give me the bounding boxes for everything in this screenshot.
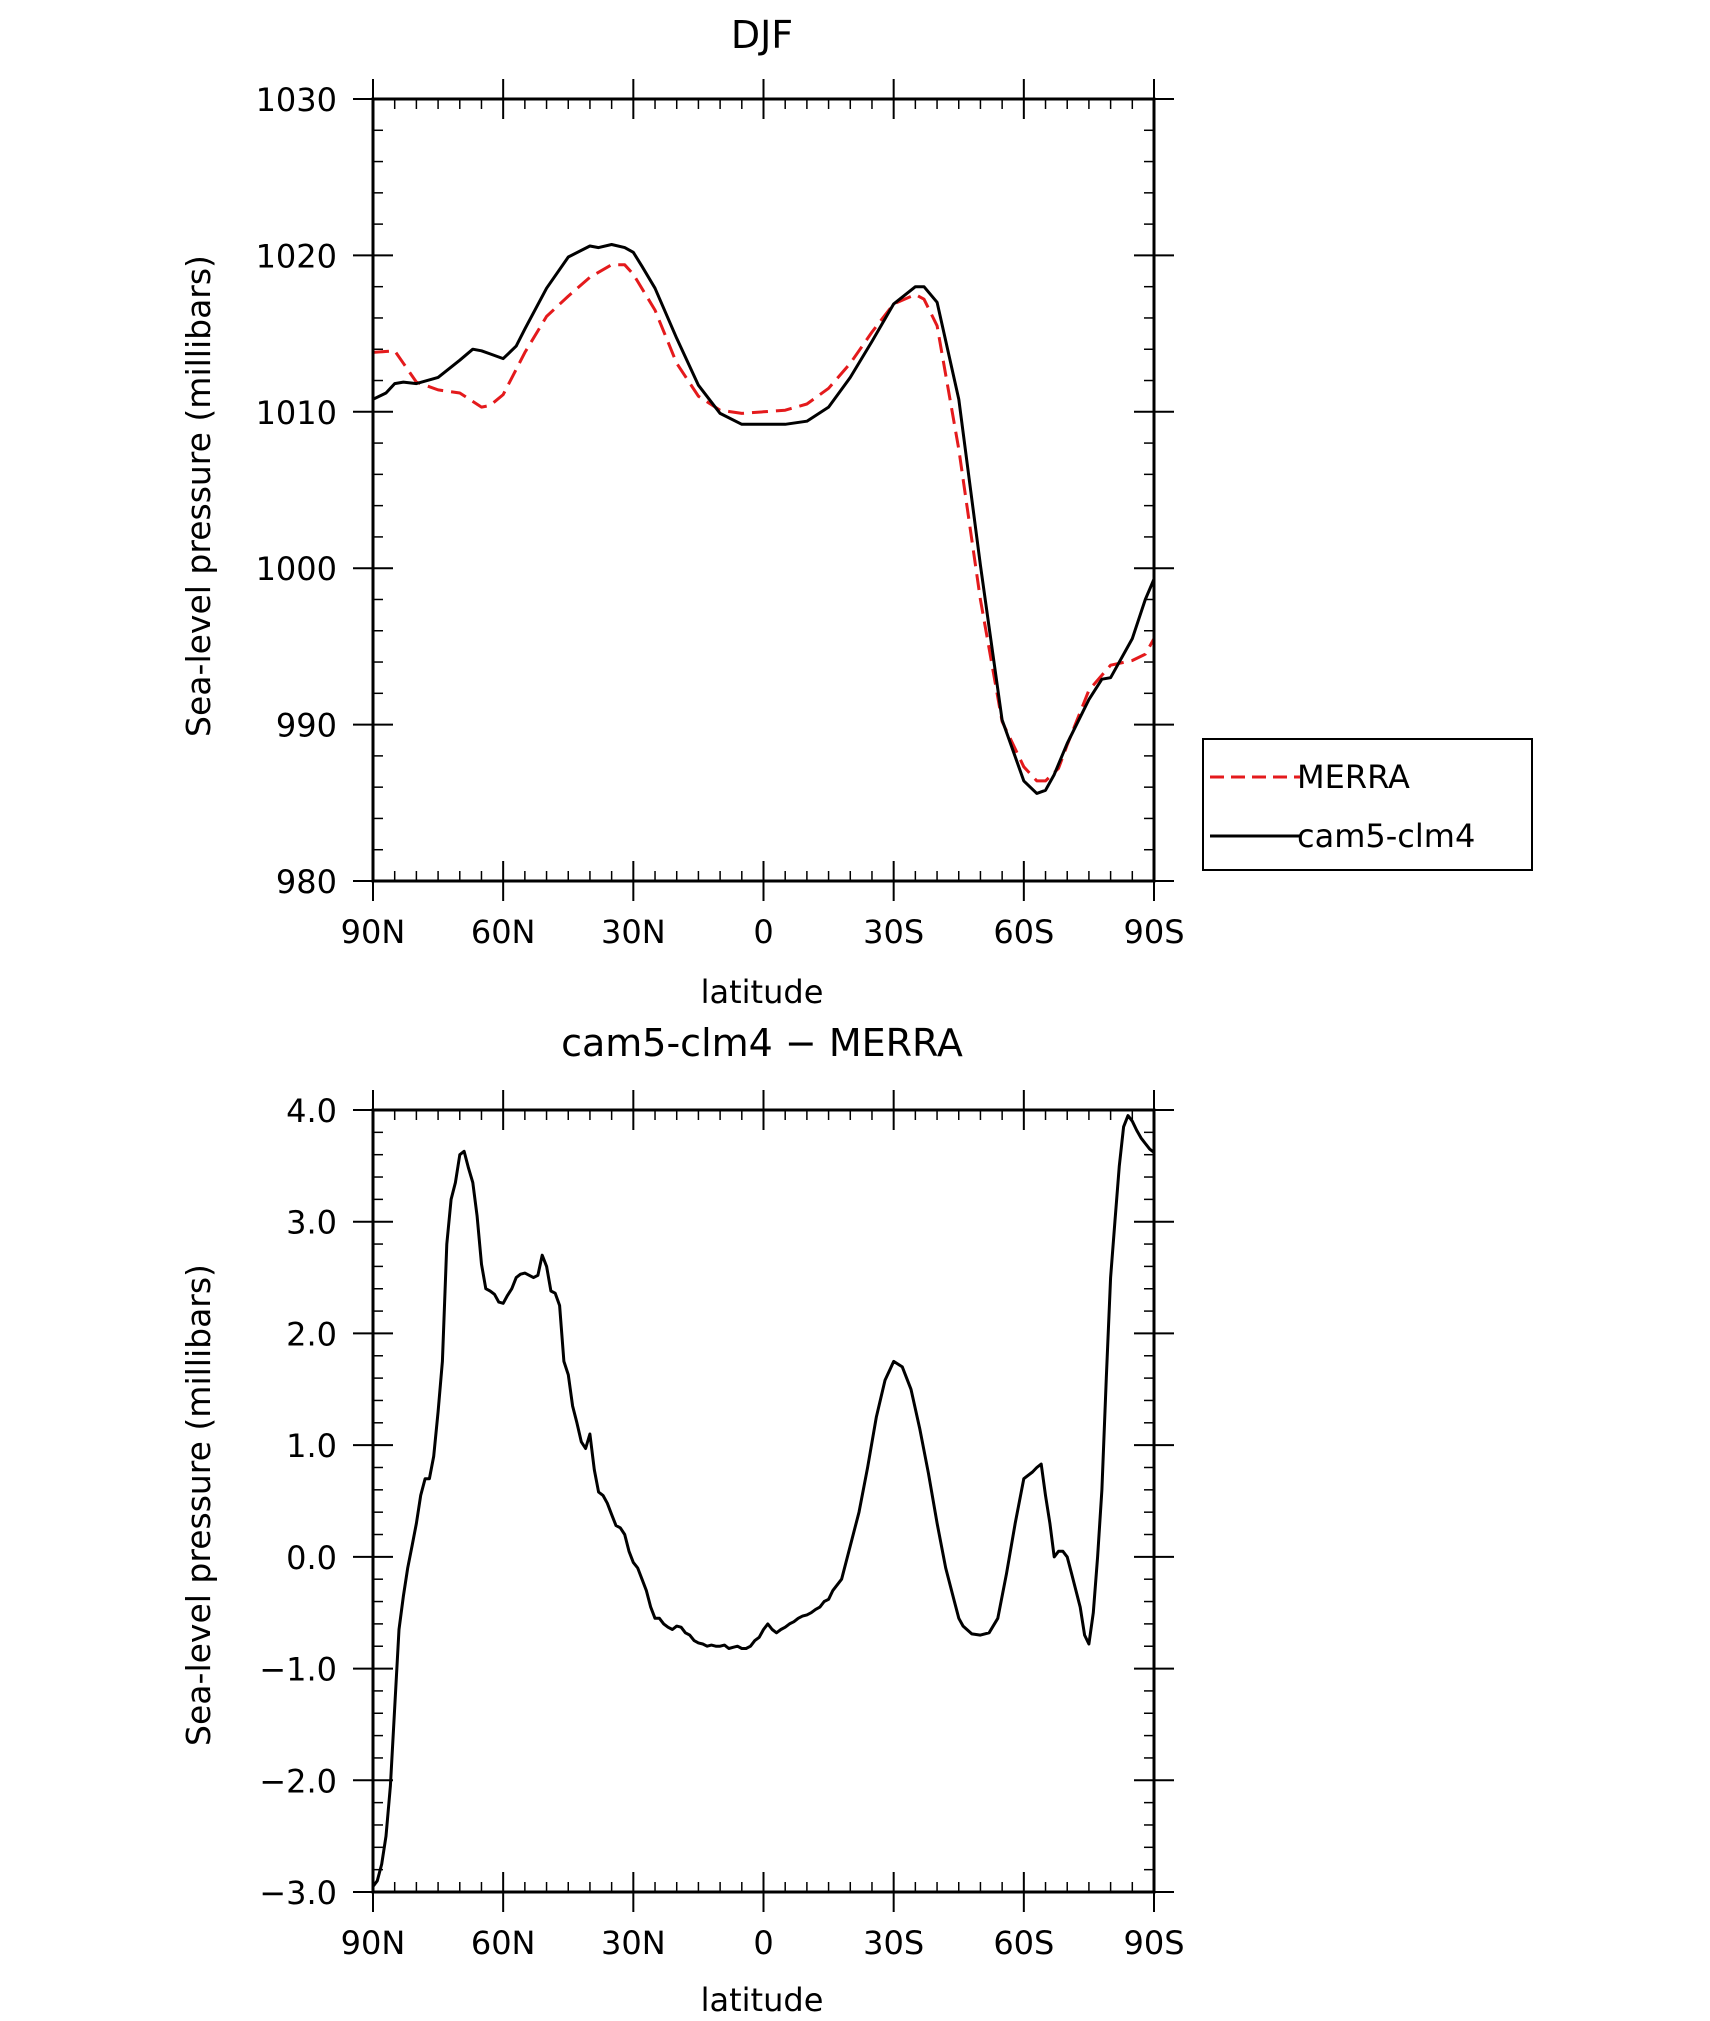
y-tick-label: 1030	[256, 81, 337, 119]
x-tick-label: 0	[753, 913, 773, 951]
plot-frame	[371, 1108, 1156, 1894]
y-tick-label: −3.0	[259, 1874, 337, 1912]
y-tick-label: 3.0	[286, 1204, 337, 1242]
y-axis-label: Sea-level pressure (millibars)	[179, 255, 218, 737]
x-tick-label: 60N	[471, 913, 536, 951]
y-tick-label: 1010	[256, 394, 337, 432]
x-tick-label: 60N	[471, 1924, 536, 1962]
series-line	[372, 243, 1156, 795]
chart-title: DJF	[731, 13, 793, 57]
x-tick-label: 90N	[341, 1924, 406, 1962]
y-tick-label: 1.0	[286, 1427, 337, 1465]
series-layer	[371, 1114, 1155, 1888]
x-tick-label: 90N	[341, 913, 406, 951]
x-tick-label: 30N	[601, 1924, 666, 1962]
x-tick-label: 30S	[863, 913, 924, 951]
x-tick-label: 0	[753, 1924, 773, 1962]
y-tick-label: 1000	[256, 550, 337, 588]
axis-ticks: 90N 60N 30N 0 30S 60S 90S 980 990 1000 1010 1020 103…	[256, 79, 1185, 951]
x-axis-label: latitude	[701, 973, 824, 1011]
x-tick-label: 60S	[993, 913, 1054, 951]
legend-box	[1202, 738, 1533, 871]
legend: MERRA cam5-clm4	[1202, 738, 1533, 871]
x-tick-label: 30S	[863, 1924, 924, 1962]
x-axis-label: latitude	[701, 1981, 824, 2019]
y-tick-label: 2.0	[286, 1315, 337, 1353]
y-tick-label: −1.0	[259, 1651, 337, 1689]
panel-djf: DJF Sea-level pressure (millibars) latit…	[179, 13, 1533, 1011]
axis-ticks: 90N 60N 30N 0 30S 60S 90S −3.0 −2.0 −1.0 0.0 1.0 2.0…	[259, 1090, 1185, 1962]
x-tick-label: 90S	[1123, 913, 1184, 951]
x-tick-label: 90S	[1123, 1924, 1184, 1962]
x-tick-label: 60S	[993, 1924, 1054, 1962]
y-tick-label: −2.0	[259, 1762, 337, 1800]
y-tick-label: 0.0	[286, 1539, 337, 1577]
x-tick-label: 30N	[601, 913, 666, 951]
legend-label-cam5-clm4: cam5-clm4	[1297, 817, 1475, 855]
y-tick-label: 1020	[256, 237, 337, 275]
series-line	[372, 263, 1156, 783]
panel-difference: cam5-clm4 − MERRA Sea-level pressure (mi…	[179, 1021, 1185, 2019]
y-axis-label: Sea-level pressure (millibars)	[179, 1264, 218, 1746]
chart-title: cam5-clm4 − MERRA	[561, 1021, 963, 1065]
series-line	[371, 1114, 1155, 1888]
y-tick-label: 4.0	[286, 1092, 337, 1130]
y-tick-label: 980	[276, 863, 337, 901]
legend-label-merra: MERRA	[1297, 758, 1410, 796]
y-tick-label: 990	[276, 707, 337, 745]
plot-frame	[371, 97, 1156, 883]
series-layer	[372, 243, 1156, 795]
